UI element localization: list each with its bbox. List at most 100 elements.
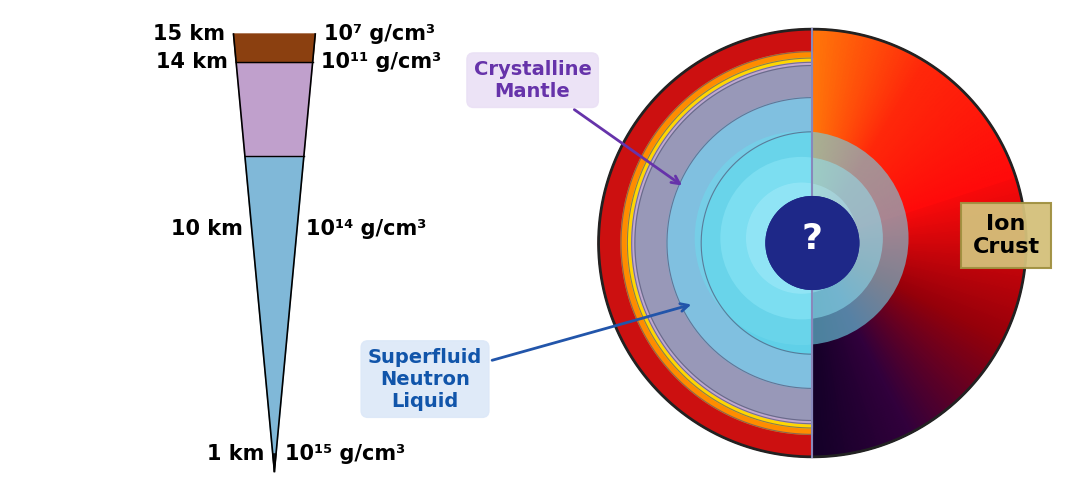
Polygon shape <box>812 170 1015 243</box>
Polygon shape <box>621 52 812 434</box>
Polygon shape <box>812 217 1025 243</box>
Polygon shape <box>812 243 978 381</box>
Polygon shape <box>812 243 995 356</box>
Polygon shape <box>812 243 950 409</box>
Polygon shape <box>812 243 1000 350</box>
Polygon shape <box>812 77 950 243</box>
Polygon shape <box>812 243 823 457</box>
Polygon shape <box>812 243 1021 295</box>
Polygon shape <box>812 243 981 378</box>
Polygon shape <box>812 243 968 392</box>
Polygon shape <box>812 177 1017 243</box>
Polygon shape <box>812 243 976 383</box>
Polygon shape <box>812 217 1025 243</box>
Polygon shape <box>812 209 1024 243</box>
Polygon shape <box>812 243 843 455</box>
Polygon shape <box>812 46 900 243</box>
Polygon shape <box>812 199 1022 243</box>
Polygon shape <box>812 243 950 409</box>
Polygon shape <box>812 156 1009 243</box>
Polygon shape <box>635 66 812 420</box>
Polygon shape <box>812 132 923 354</box>
Polygon shape <box>812 92 966 243</box>
Polygon shape <box>812 236 1027 243</box>
Polygon shape <box>812 243 1003 344</box>
Polygon shape <box>812 243 1025 269</box>
Polygon shape <box>812 136 1000 243</box>
Polygon shape <box>812 243 1023 284</box>
Ellipse shape <box>695 131 908 345</box>
Text: 10¹⁴ g/cm³: 10¹⁴ g/cm³ <box>306 219 426 239</box>
Polygon shape <box>812 98 958 388</box>
Polygon shape <box>812 30 831 243</box>
Polygon shape <box>812 89 964 243</box>
Text: Ion
Crust: Ion Crust <box>973 214 1039 257</box>
Polygon shape <box>812 243 1019 302</box>
Polygon shape <box>812 243 1015 316</box>
Polygon shape <box>812 32 850 243</box>
Polygon shape <box>812 243 906 437</box>
Polygon shape <box>812 243 986 372</box>
Polygon shape <box>812 36 872 243</box>
Polygon shape <box>812 243 916 432</box>
Text: Superfluid
Neutron
Liquid: Superfluid Neutron Liquid <box>368 304 689 411</box>
Polygon shape <box>812 243 922 428</box>
Polygon shape <box>812 243 1020 298</box>
Polygon shape <box>627 58 812 428</box>
Polygon shape <box>812 243 912 434</box>
Polygon shape <box>812 42 889 243</box>
Polygon shape <box>812 35 864 243</box>
Polygon shape <box>812 221 1025 243</box>
Polygon shape <box>812 35 867 243</box>
Polygon shape <box>812 243 994 360</box>
Ellipse shape <box>695 131 908 345</box>
Polygon shape <box>812 29 820 243</box>
Ellipse shape <box>765 196 860 290</box>
Polygon shape <box>812 225 1025 243</box>
Polygon shape <box>812 41 886 243</box>
Polygon shape <box>812 100 974 243</box>
Polygon shape <box>812 243 1022 287</box>
Polygon shape <box>812 243 1013 323</box>
Polygon shape <box>812 84 959 243</box>
Polygon shape <box>812 243 990 365</box>
Polygon shape <box>812 180 1018 243</box>
Polygon shape <box>812 94 968 243</box>
Polygon shape <box>812 213 1024 243</box>
Polygon shape <box>812 130 995 243</box>
Polygon shape <box>812 243 1001 347</box>
Polygon shape <box>812 243 1025 261</box>
Polygon shape <box>812 243 952 407</box>
Polygon shape <box>812 105 978 243</box>
Polygon shape <box>812 243 959 402</box>
Polygon shape <box>812 52 912 243</box>
Text: 10¹¹ g/cm³: 10¹¹ g/cm³ <box>322 52 441 72</box>
Polygon shape <box>812 213 1024 243</box>
Polygon shape <box>812 48 903 243</box>
Polygon shape <box>632 62 812 424</box>
Polygon shape <box>812 243 1021 291</box>
Polygon shape <box>812 243 1001 347</box>
Polygon shape <box>812 188 1020 243</box>
Polygon shape <box>812 36 872 243</box>
Polygon shape <box>812 243 864 451</box>
Polygon shape <box>812 68 938 243</box>
Polygon shape <box>812 243 997 353</box>
Polygon shape <box>812 243 961 399</box>
Polygon shape <box>812 54 916 243</box>
Polygon shape <box>812 31 843 243</box>
Polygon shape <box>812 49 906 243</box>
Polygon shape <box>812 243 838 456</box>
Polygon shape <box>812 243 909 435</box>
Polygon shape <box>812 46 900 243</box>
Polygon shape <box>812 174 1016 243</box>
Polygon shape <box>812 87 961 243</box>
Polygon shape <box>812 243 850 454</box>
Polygon shape <box>812 243 947 412</box>
Polygon shape <box>812 243 896 441</box>
Polygon shape <box>812 243 1027 254</box>
Polygon shape <box>812 123 992 243</box>
Polygon shape <box>812 35 864 243</box>
Polygon shape <box>812 243 1025 265</box>
Polygon shape <box>812 243 831 456</box>
